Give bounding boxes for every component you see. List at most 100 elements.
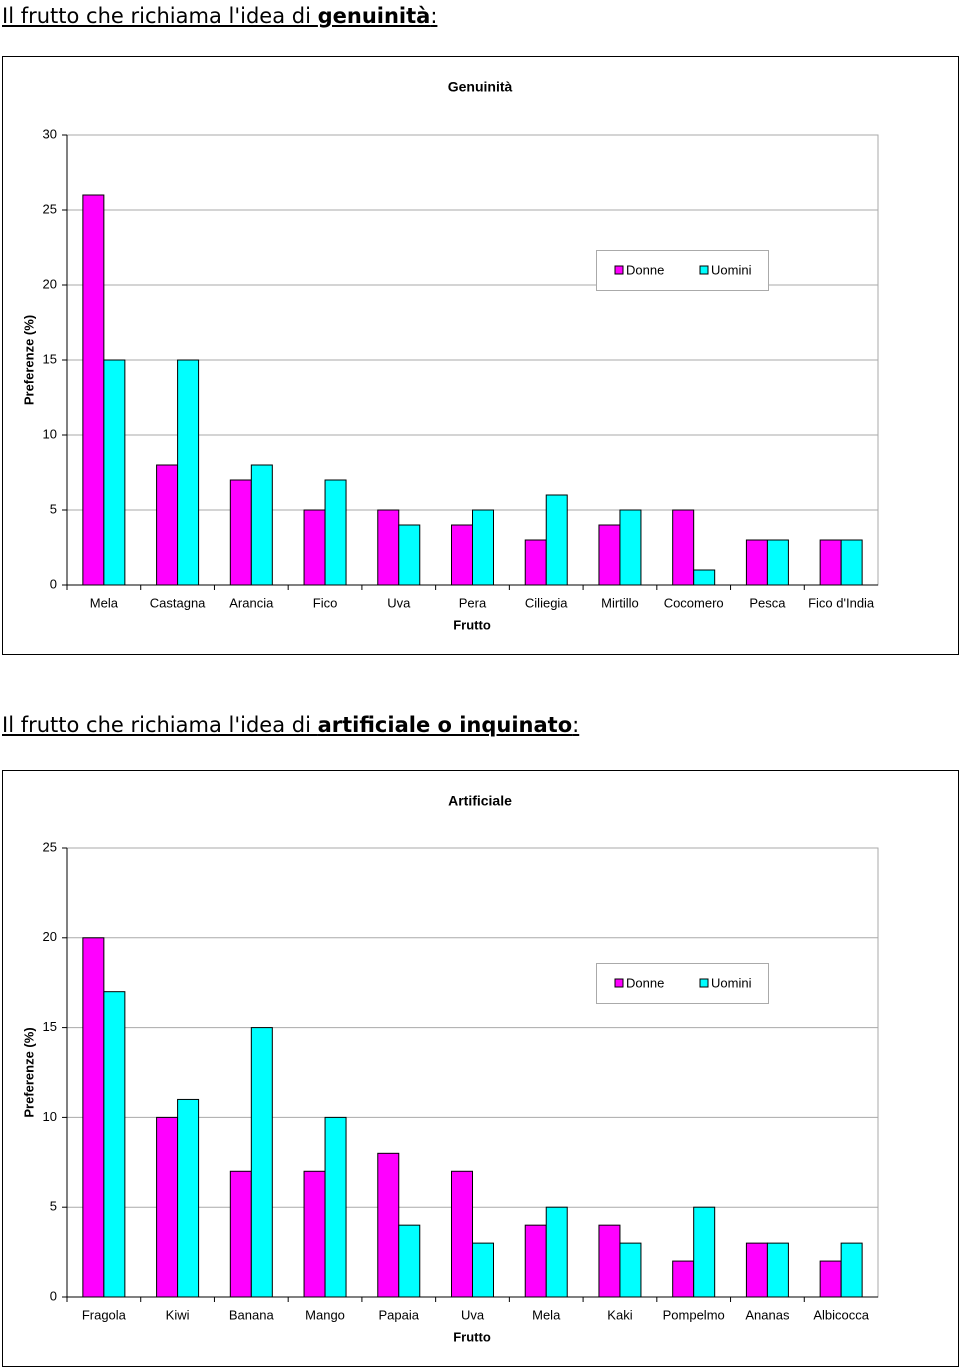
x-tick-label: Ananas [745, 1307, 790, 1322]
bar [745, 1242, 768, 1298]
legend-label: Uomini [711, 975, 752, 990]
legend-label: Uomini [711, 262, 752, 277]
y-tick-label: 25 [43, 201, 57, 216]
bar [619, 509, 642, 586]
x-tick-label: Uva [461, 1307, 485, 1322]
legend-swatch [614, 978, 624, 988]
bar [451, 1170, 473, 1298]
bar [524, 539, 547, 586]
bar [156, 1116, 179, 1298]
bar [229, 479, 252, 586]
bar [840, 539, 863, 586]
heading-text: Il frutto che richiama l'idea di [2, 4, 318, 28]
bar [229, 1170, 252, 1298]
legend-swatch [614, 265, 624, 275]
bar [177, 1098, 200, 1298]
chart-title: Artificiale [448, 793, 512, 809]
y-axis-label: Preferenze (%) [21, 1027, 36, 1117]
x-tick-label: Arancia [229, 595, 274, 610]
y-tick-label: 0 [50, 576, 57, 591]
bar [324, 479, 347, 586]
heading: Il frutto che richiama l'idea di artific… [2, 713, 579, 737]
heading-text: genuinità [317, 4, 431, 28]
x-tick-label: Papaia [379, 1307, 420, 1322]
bar [250, 464, 273, 586]
bar [545, 494, 568, 586]
y-tick-label: 20 [43, 929, 57, 944]
bar [598, 524, 621, 586]
heading-text: : [572, 713, 580, 737]
x-tick-label: Castagna [150, 595, 206, 610]
bar [472, 1242, 494, 1298]
x-tick-label: Kaki [607, 1307, 632, 1322]
heading: Il frutto che richiama l'idea di genuini… [2, 4, 437, 28]
x-tick-label: Kiwi [166, 1307, 190, 1322]
x-tick-label: Fico d'India [808, 595, 875, 610]
bar [819, 1260, 842, 1298]
x-tick-label: Fragola [82, 1307, 127, 1322]
bar [398, 1224, 421, 1298]
bar [693, 569, 716, 586]
bar [472, 509, 494, 586]
y-tick-label: 20 [43, 276, 57, 291]
x-tick-label: Mirtillo [601, 595, 639, 610]
x-tick-label: Pesca [749, 595, 786, 610]
x-tick-label: Pera [459, 595, 487, 610]
bar [766, 539, 789, 586]
bar [840, 1242, 863, 1298]
bar [545, 1206, 568, 1298]
bar [619, 1242, 642, 1298]
x-axis-label: Frutto [453, 617, 491, 632]
y-axis-label: Preferenze (%) [21, 315, 36, 405]
bar [103, 991, 126, 1298]
bar [303, 1170, 326, 1298]
bar [451, 524, 473, 586]
bar [82, 194, 105, 586]
bar [524, 1224, 547, 1298]
bar [693, 1206, 716, 1298]
heading-text: artificiale o inquinato [317, 713, 573, 737]
heading-text: Il frutto che richiama l'idea di [2, 713, 318, 737]
x-tick-label: Fico [313, 595, 338, 610]
bar [103, 359, 126, 586]
y-tick-label: 15 [43, 1019, 57, 1034]
x-tick-label: Uva [387, 595, 411, 610]
bar [82, 937, 105, 1298]
legend-label: Donne [626, 262, 664, 277]
legend-box [596, 250, 769, 291]
x-tick-label: Cocomero [664, 595, 724, 610]
x-axis-label: Frutto [453, 1329, 491, 1344]
y-tick-label: 15 [43, 351, 57, 366]
bar [398, 524, 421, 586]
y-tick-label: 5 [50, 1199, 57, 1214]
bar [766, 1242, 789, 1298]
y-tick-label: 30 [43, 126, 57, 141]
legend-swatch [699, 978, 709, 988]
x-tick-label: Pompelmo [663, 1307, 725, 1322]
chart-title: Genuinità [448, 79, 513, 95]
y-tick-label: 5 [50, 501, 57, 516]
x-tick-label: Mango [305, 1307, 345, 1322]
heading-text: : [430, 4, 438, 28]
y-tick-label: 10 [43, 426, 57, 441]
bar [819, 539, 842, 586]
x-tick-label: Albicocca [813, 1307, 869, 1322]
bar [156, 464, 179, 586]
bar [598, 1224, 621, 1298]
y-tick-label: 25 [43, 839, 57, 854]
bar [177, 359, 200, 586]
x-tick-label: Banana [229, 1307, 275, 1322]
bar [324, 1116, 347, 1298]
bar [745, 539, 768, 586]
bar [672, 1260, 695, 1298]
legend-swatch [699, 265, 709, 275]
x-tick-label: Mela [532, 1307, 561, 1322]
y-tick-label: 10 [43, 1109, 57, 1124]
bar [672, 509, 695, 586]
x-tick-label: Ciliegia [525, 595, 568, 610]
bar [377, 1152, 400, 1298]
legend-box [596, 963, 769, 1004]
legend-label: Donne [626, 975, 664, 990]
